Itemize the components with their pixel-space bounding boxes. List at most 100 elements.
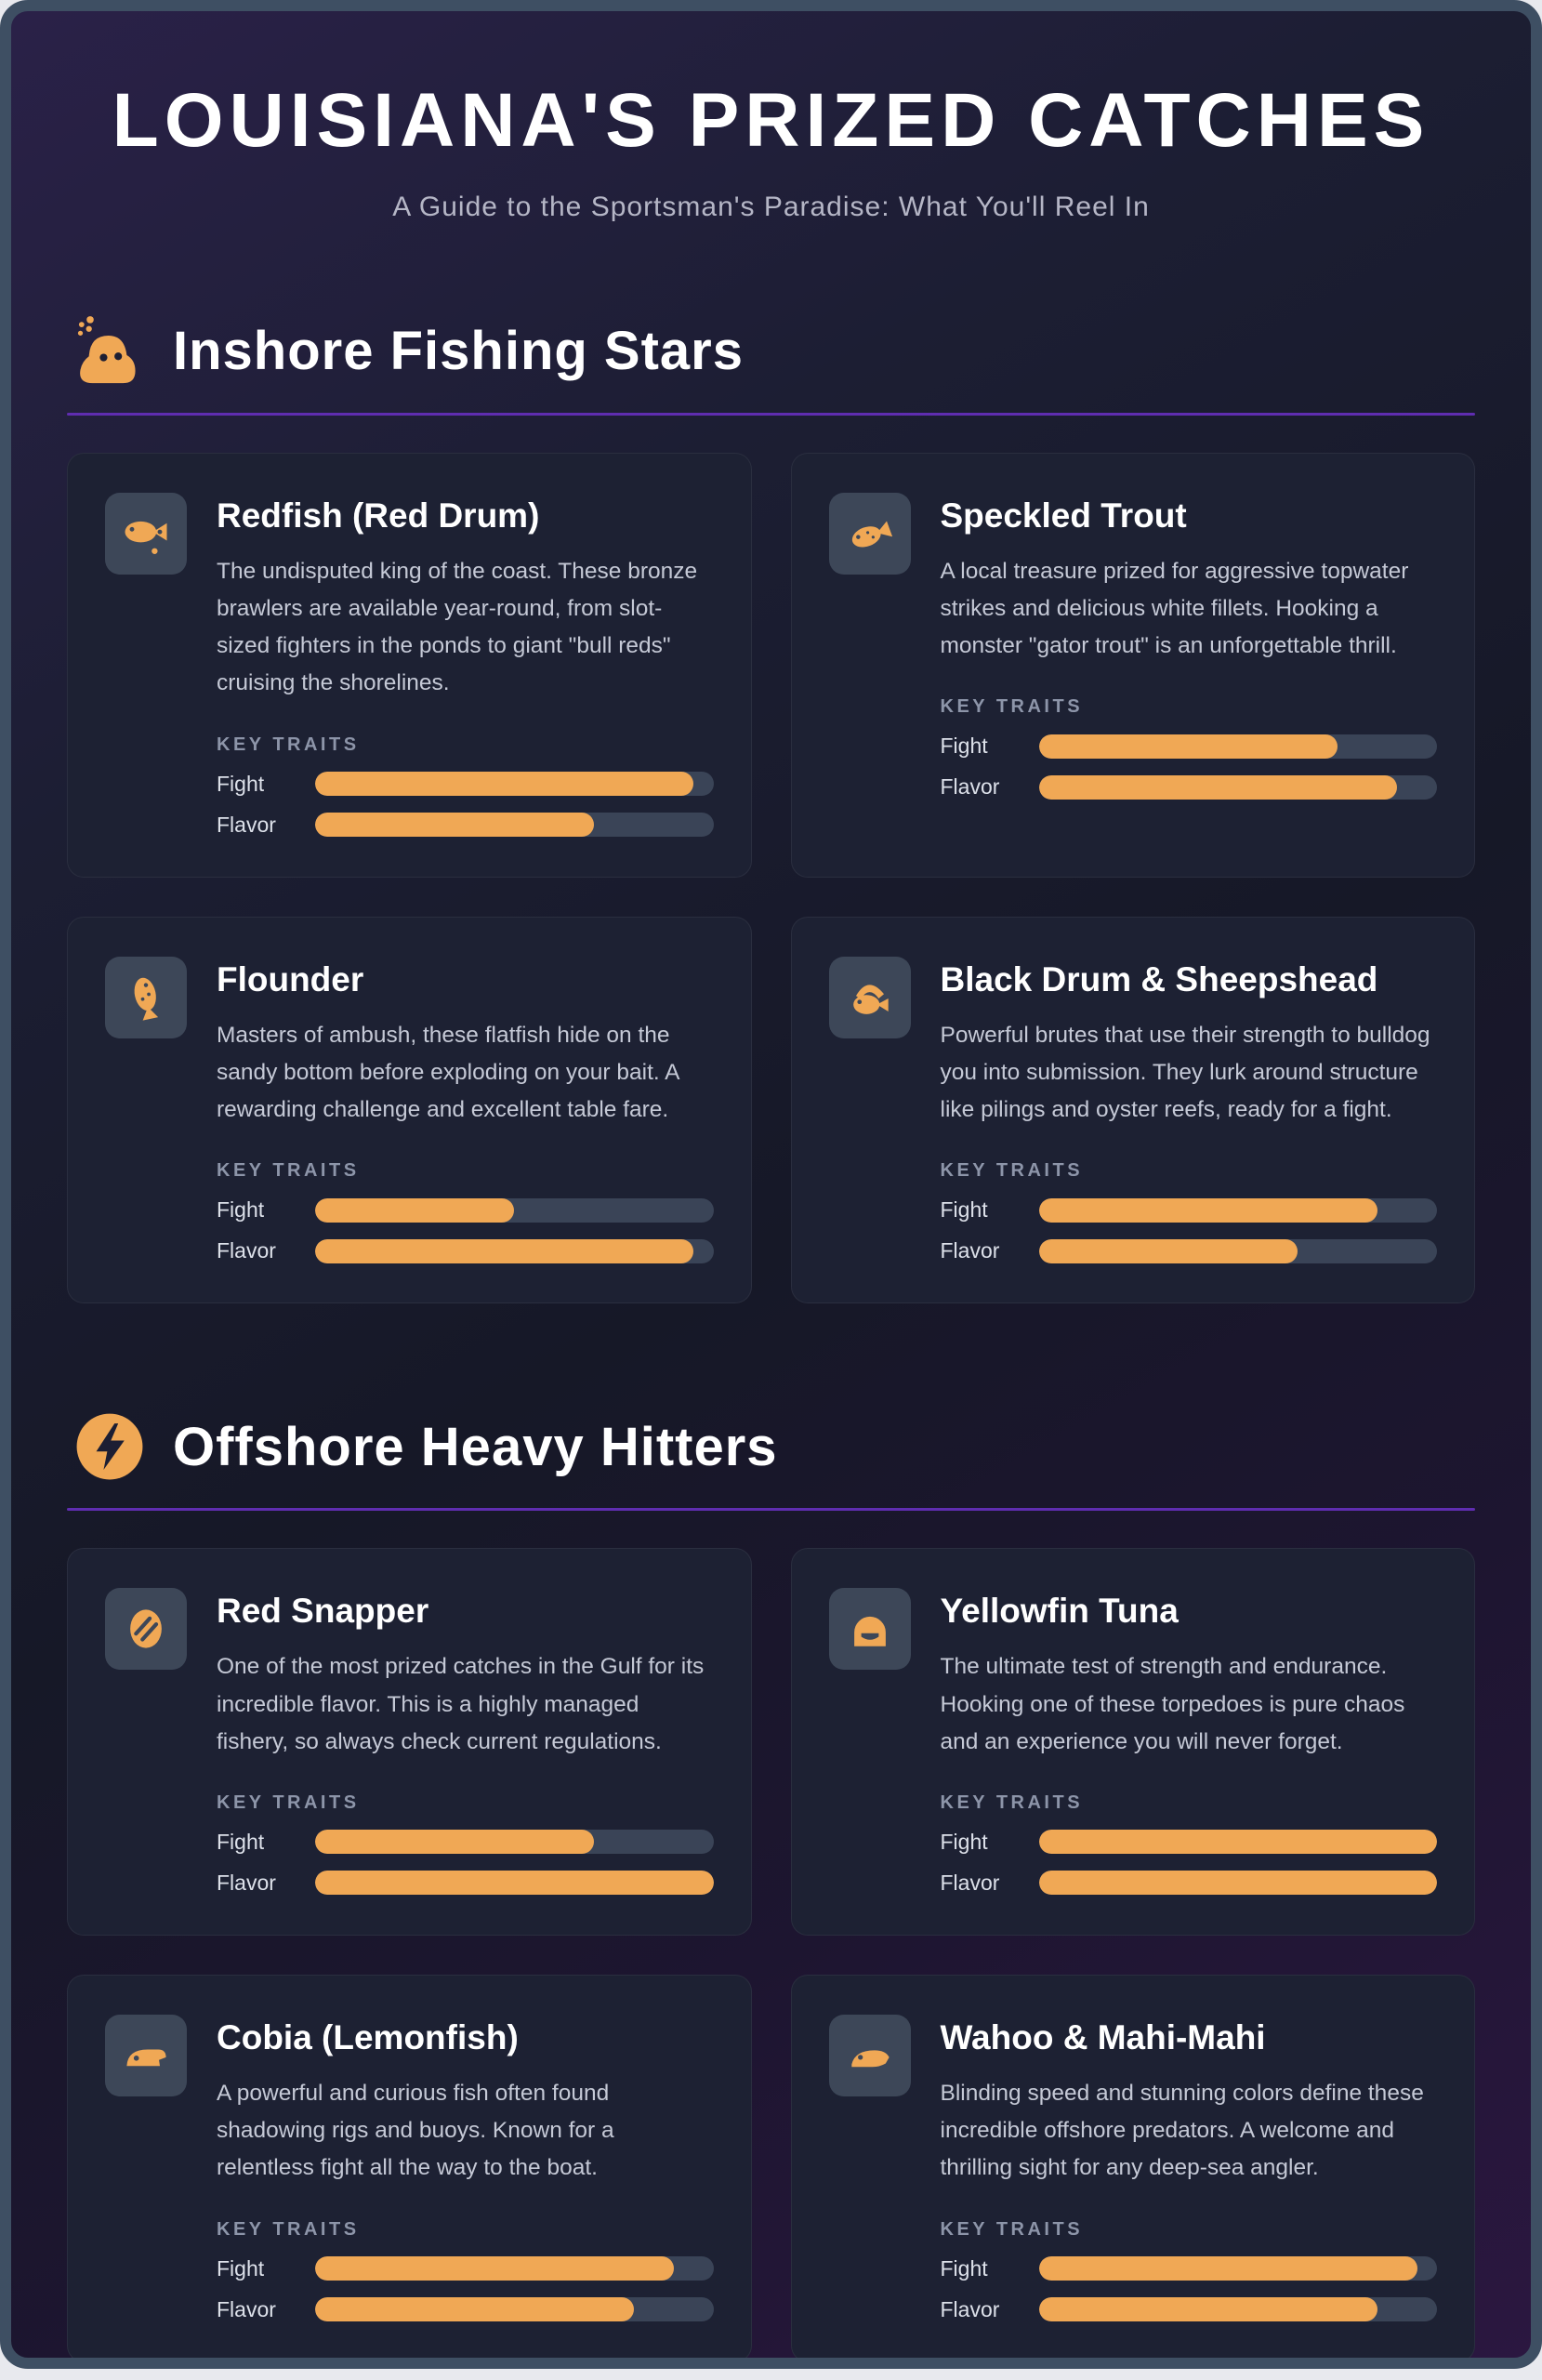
fight-bar	[315, 1830, 714, 1855]
key-traits-label: KEY TRAITS	[217, 1792, 360, 1813]
flavor-label: Flavor	[217, 1870, 276, 1895]
flavor-trait-row: Flavor	[217, 1871, 714, 1896]
flavor-trait-row: Flavor	[940, 774, 1437, 800]
flavor-bar	[315, 1871, 714, 1896]
fight-bar	[1038, 2256, 1437, 2281]
black-drum-icon	[828, 956, 911, 1038]
fight-trait-row: Fight	[217, 1830, 714, 1855]
page-title: LOUISIANA'S PRIZED CATCHES	[112, 78, 1430, 163]
blobfish-bubbles-icon	[71, 312, 149, 390]
flavor-bar	[1038, 2297, 1437, 2322]
fish-name: Flounder	[217, 959, 364, 998]
fight-bar	[1038, 1830, 1437, 1855]
yellowfin-tuna-icon	[828, 1588, 911, 1671]
flavor-label: Flavor	[940, 1870, 1000, 1895]
flavor-label: Flavor	[940, 1238, 1000, 1263]
card-yellowfin-tuna: Yellowfin Tuna The ultimate test of stre…	[790, 1548, 1475, 1936]
flavor-label: Flavor	[940, 2296, 1000, 2321]
fight-label: Fight	[217, 1829, 265, 1854]
flavor-label: Flavor	[217, 812, 276, 837]
flavor-trait-row: Flavor	[940, 1238, 1437, 1263]
card-flounder: Flounder Masters of ambush, these flatfi…	[67, 916, 752, 1304]
fight-label: Fight	[940, 2255, 988, 2281]
fight-trait-row: Fight	[217, 772, 714, 797]
fish-name: Speckled Trout	[940, 496, 1187, 535]
section-heading: Inshore Fishing Stars	[173, 321, 744, 382]
key-traits-label: KEY TRAITS	[217, 1160, 360, 1182]
fight-trait-row: Fight	[940, 2255, 1437, 2281]
fish-name: Cobia (Lemonfish)	[217, 2017, 519, 2056]
fight-label: Fight	[940, 734, 988, 759]
fish-description: A local treasure prized for aggressive t…	[940, 558, 1409, 659]
flavor-label: Flavor	[217, 1238, 276, 1263]
fight-label: Fight	[217, 1197, 265, 1223]
card-redfish: Redfish (Red Drum) The undisputed king o…	[67, 452, 752, 878]
lightning-bolt-icon	[71, 1408, 149, 1486]
fish-description: The undisputed king of the coast. These …	[217, 558, 698, 696]
fight-label: Fight	[940, 1829, 988, 1854]
fight-bar	[315, 2256, 714, 2281]
fish-name: Yellowfin Tuna	[940, 1592, 1179, 1631]
key-traits-label: KEY TRAITS	[940, 2218, 1084, 2240]
fish-description: A powerful and curious fish often found …	[217, 2081, 614, 2181]
flavor-trait-row: Flavor	[217, 1238, 714, 1263]
key-traits-label: KEY TRAITS	[217, 2218, 360, 2240]
section-divider	[67, 1508, 1475, 1512]
wahoo-mahi-icon	[828, 2014, 911, 2096]
fight-bar	[1038, 1197, 1437, 1223]
page-subtitle: A Guide to the Sportsman's Paradise: Wha…	[392, 191, 1150, 222]
flavor-label: Flavor	[217, 2296, 276, 2321]
fight-bar	[315, 1197, 714, 1223]
section-heading: Offshore Heavy Hitters	[173, 1416, 778, 1477]
flounder-icon	[105, 956, 187, 1038]
flavor-bar	[1038, 1238, 1437, 1263]
key-traits-label: KEY TRAITS	[940, 696, 1084, 718]
key-traits-label: KEY TRAITS	[940, 1160, 1084, 1182]
page-header: LOUISIANA'S PRIZED CATCHES A Guide to th…	[67, 78, 1475, 223]
flavor-trait-row: Flavor	[940, 2296, 1437, 2322]
flavor-bar	[315, 1238, 714, 1263]
fight-trait-row: Fight	[941, 1197, 1437, 1223]
card-wahoo-mahi: Wahoo & Mahi-Mahi Blinding speed and stu…	[790, 1974, 1475, 2358]
flavor-bar	[315, 2297, 714, 2322]
flavor-label: Flavor	[940, 774, 1000, 800]
section-inshore-header: Inshore Fishing Stars	[67, 312, 1475, 390]
fight-bar	[1038, 734, 1437, 759]
fish-description: Masters of ambush, these flatfish hide o…	[217, 1022, 679, 1123]
flavor-bar	[1038, 1871, 1437, 1896]
fight-trait-row: Fight	[940, 734, 1437, 759]
fish-description: The ultimate test of strength and endura…	[940, 1654, 1405, 1754]
fight-label: Fight	[217, 771, 265, 796]
flavor-bar	[1038, 774, 1437, 800]
fight-trait-row: Fight	[217, 1197, 714, 1223]
inshore-card-grid: Redfish (Red Drum) The undisputed king o…	[67, 452, 1475, 1304]
fish-description: Powerful brutes that use their strength …	[940, 1022, 1430, 1123]
flavor-trait-row: Flavor	[217, 2297, 714, 2322]
fish-name: Red Snapper	[217, 1592, 429, 1631]
card-red-snapper: Red Snapper One of the most prized catch…	[67, 1548, 752, 1936]
offshore-card-grid: Red Snapper One of the most prized catch…	[67, 1548, 1475, 2358]
redfish-icon	[105, 492, 187, 575]
fight-bar	[315, 772, 714, 797]
flavor-bar	[315, 813, 714, 838]
fish-description: Blinding speed and stunning colors defin…	[940, 2081, 1424, 2181]
fish-name: Wahoo & Mahi-Mahi	[940, 2017, 1266, 2056]
key-traits-label: KEY TRAITS	[217, 734, 360, 755]
section-divider	[67, 412, 1475, 416]
red-snapper-icon	[105, 1588, 187, 1671]
fish-name: Redfish (Red Drum)	[217, 496, 540, 535]
card-speckled-trout: Speckled Trout A local treasure prized f…	[790, 452, 1475, 878]
fish-description: One of the most prized catches in the Gu…	[217, 1654, 705, 1754]
flavor-trait-row: Flavor	[940, 1870, 1437, 1896]
card-black-drum: Black Drum & Sheepshead Powerful brutes …	[790, 916, 1475, 1304]
fight-trait-row: Fight	[217, 2256, 714, 2281]
flavor-trait-row: Flavor	[217, 813, 714, 838]
speckled-trout-icon	[828, 492, 911, 575]
section-offshore-header: Offshore Heavy Hitters	[67, 1408, 1475, 1486]
fish-name: Black Drum & Sheepshead	[940, 959, 1378, 998]
fight-trait-row: Fight	[940, 1829, 1437, 1855]
fight-label: Fight	[217, 2255, 265, 2281]
card-cobia: Cobia (Lemonfish) A powerful and curious…	[67, 1974, 752, 2358]
section-inshore: Inshore Fishing Stars Redfish (Red Drum)…	[67, 312, 1475, 1304]
